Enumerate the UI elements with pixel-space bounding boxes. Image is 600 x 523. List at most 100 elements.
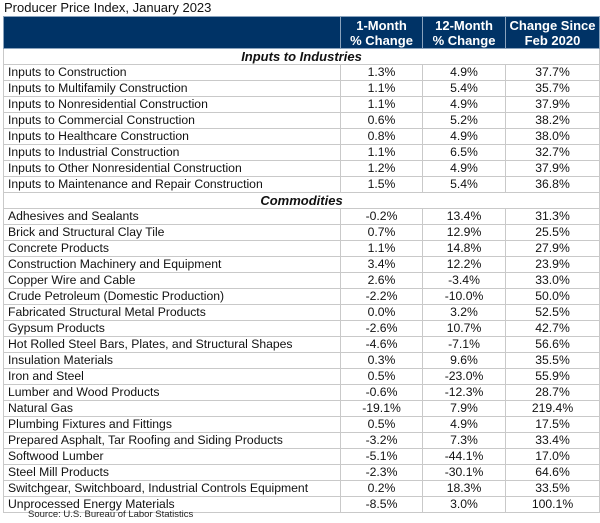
header-since-feb-2020: Change Since Feb 2020 — [505, 16, 600, 49]
twelve-month-change: -30.1% — [422, 464, 506, 481]
table-row: Switchgear, Switchboard, Industrial Cont… — [3, 480, 600, 497]
change-since-feb-2020: 37.9% — [505, 96, 600, 113]
row-label: Inputs to Industrial Construction — [3, 144, 341, 161]
table-title: Producer Price Index, January 2023 — [4, 0, 212, 15]
header-1-month: 1-Month% Change — [340, 16, 423, 49]
row-label: Natural Gas — [3, 400, 341, 417]
table-row: Inputs to Maintenance and Repair Constru… — [3, 176, 600, 193]
table-row: Fabricated Structural Metal Products 0.0%… — [3, 304, 600, 321]
header-blank — [3, 16, 341, 49]
twelve-month-change: 7.3% — [422, 432, 506, 449]
twelve-month-change: 12.9% — [422, 224, 506, 241]
one-month-change: 1.1% — [340, 240, 423, 257]
one-month-change: -0.2% — [340, 208, 423, 225]
table-row: Gypsum Products -2.6% 10.7% 42.7% — [3, 320, 600, 337]
row-label: Hot Rolled Steel Bars, Plates, and Struc… — [3, 336, 341, 353]
row-label: Brick and Structural Clay Tile — [3, 224, 341, 241]
change-since-feb-2020: 33.0% — [505, 272, 600, 289]
table-row: Inputs to Other Nonresidential Construct… — [3, 160, 600, 177]
section-header-row: Commodities — [3, 192, 600, 209]
row-label: Inputs to Commercial Construction — [3, 112, 341, 129]
one-month-change: 0.5% — [340, 368, 423, 385]
section-label: Inputs to Industries — [3, 48, 600, 65]
one-month-change: -4.6% — [340, 336, 423, 353]
table-row: Adhesives and Sealants -0.2% 13.4% 31.3% — [3, 208, 600, 225]
twelve-month-change: -23.0% — [422, 368, 506, 385]
twelve-month-change: 4.9% — [422, 96, 506, 113]
table-row: Inputs to Nonresidential Construction 1.1… — [3, 96, 600, 113]
change-since-feb-2020: 36.8% — [505, 176, 600, 193]
one-month-change: 0.6% — [340, 112, 423, 129]
twelve-month-change: 5.2% — [422, 112, 506, 129]
header-line: Change Since — [509, 17, 596, 33]
change-since-feb-2020: 33.5% — [505, 480, 600, 497]
change-since-feb-2020: 219.4% — [505, 400, 600, 417]
row-label: Inputs to Multifamily Construction — [3, 80, 341, 97]
header-line: % Change — [350, 32, 413, 48]
one-month-change: 0.5% — [340, 416, 423, 433]
twelve-month-change: -7.1% — [422, 336, 506, 353]
one-month-change: 1.3% — [340, 64, 423, 81]
change-since-feb-2020: 37.7% — [505, 64, 600, 81]
row-label: Softwood Lumber — [3, 448, 341, 465]
table-row: Iron and Steel 0.5% -23.0% 55.9% — [3, 368, 600, 385]
row-label: Inputs to Maintenance and Repair Constru… — [3, 176, 341, 193]
change-since-feb-2020: 35.5% — [505, 352, 600, 369]
change-since-feb-2020: 28.7% — [505, 384, 600, 401]
change-since-feb-2020: 25.5% — [505, 224, 600, 241]
change-since-feb-2020: 32.7% — [505, 144, 600, 161]
change-since-feb-2020: 27.9% — [505, 240, 600, 257]
table-row: Lumber and Wood Products -0.6% -12.3% 28.7% — [3, 384, 600, 401]
change-since-feb-2020: 31.3% — [505, 208, 600, 225]
table-row: Steel Mill Products -2.3% -30.1% 64.6% — [3, 464, 600, 481]
one-month-change: 1.1% — [340, 144, 423, 161]
row-label: Prepared Asphalt, Tar Roofing and Siding… — [3, 432, 341, 449]
one-month-change: -2.3% — [340, 464, 423, 481]
change-since-feb-2020: 37.9% — [505, 160, 600, 177]
one-month-change: -19.1% — [340, 400, 423, 417]
one-month-change: 1.1% — [340, 96, 423, 113]
table-row: Unprocessed Energy Materials -8.5% 3.0% 100… — [3, 496, 600, 513]
row-label: Inputs to Other Nonresidential Construct… — [3, 160, 341, 177]
change-since-feb-2020: 100.1% — [505, 496, 600, 513]
table-row: Hot Rolled Steel Bars, Plates, and Struc… — [3, 336, 600, 353]
header-line: 12-Month — [435, 17, 493, 33]
row-label: Inputs to Healthcare Construction — [3, 128, 341, 145]
twelve-month-change: -12.3% — [422, 384, 506, 401]
twelve-month-change: 4.9% — [422, 64, 506, 81]
twelve-month-change: 5.4% — [422, 176, 506, 193]
table-row: Inputs to Healthcare Construction 0.8% 4.9… — [3, 128, 600, 145]
change-since-feb-2020: 38.0% — [505, 128, 600, 145]
row-label: Lumber and Wood Products — [3, 384, 341, 401]
twelve-month-change: 4.9% — [422, 128, 506, 145]
one-month-change: 0.7% — [340, 224, 423, 241]
section-label: Commodities — [3, 192, 600, 209]
twelve-month-change: 14.8% — [422, 240, 506, 257]
one-month-change: -5.1% — [340, 448, 423, 465]
twelve-month-change: 18.3% — [422, 480, 506, 497]
twelve-month-change: 12.2% — [422, 256, 506, 273]
change-since-feb-2020: 38.2% — [505, 112, 600, 129]
header-12-month: 12-Month% Change — [422, 16, 506, 49]
one-month-change: 3.4% — [340, 256, 423, 273]
table-row: Copper Wire and Cable 2.6% -3.4% 33.0% — [3, 272, 600, 289]
twelve-month-change: 13.4% — [422, 208, 506, 225]
one-month-change: 1.5% — [340, 176, 423, 193]
one-month-change: -0.6% — [340, 384, 423, 401]
change-since-feb-2020: 33.4% — [505, 432, 600, 449]
row-label: Crude Petroleum (Domestic Production) — [3, 288, 341, 305]
twelve-month-change: 4.9% — [422, 160, 506, 177]
row-label: Iron and Steel — [3, 368, 341, 385]
table-row: Inputs to Construction 1.3% 4.9% 37.7% — [3, 64, 600, 81]
table-row: Softwood Lumber -5.1% -44.1% 17.0% — [3, 448, 600, 465]
change-since-feb-2020: 56.6% — [505, 336, 600, 353]
twelve-month-change: 7.9% — [422, 400, 506, 417]
table-row: Insulation Materials 0.3% 9.6% 35.5% — [3, 352, 600, 369]
change-since-feb-2020: 35.7% — [505, 80, 600, 97]
twelve-month-change: 9.6% — [422, 352, 506, 369]
header-line: % Change — [432, 32, 496, 48]
row-label: Inputs to Construction — [3, 64, 341, 81]
source-note: Source: U.S. Bureau of Labor Statistics — [28, 509, 194, 520]
twelve-month-change: 6.5% — [422, 144, 506, 161]
one-month-change: 1.1% — [340, 80, 423, 97]
